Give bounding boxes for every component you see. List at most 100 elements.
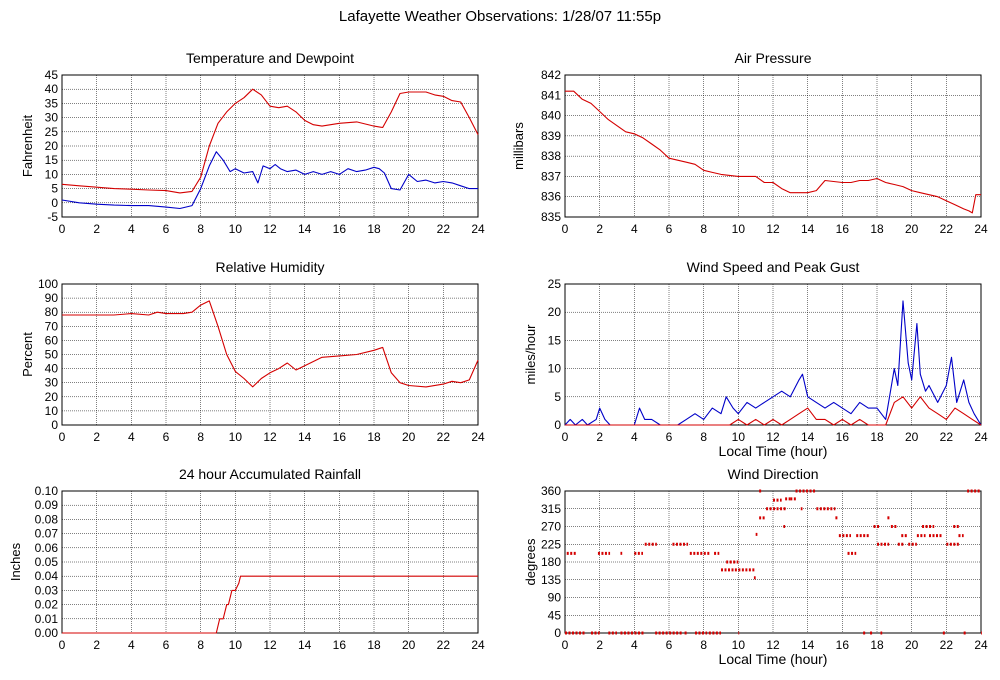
chart-humidity-xtick-label: 18 bbox=[367, 430, 381, 444]
chart-wind-title: Wind Speed and Peak Gust bbox=[687, 259, 860, 275]
chart-pressure-xtick-label: 24 bbox=[974, 222, 988, 236]
chart-pressure-xtick-label: 0 bbox=[562, 222, 569, 236]
chart-wind-xtick-label: 16 bbox=[836, 430, 850, 444]
chart-wind-ytick-label: 0 bbox=[554, 418, 561, 432]
chart-pressure-ylabel: millibars bbox=[511, 122, 526, 170]
chart-temp-title: Temperature and Dewpoint bbox=[186, 50, 354, 66]
chart-wind-ytick-label: 10 bbox=[548, 362, 562, 376]
chart-temp-xtick-label: 14 bbox=[298, 222, 312, 236]
chart-temp-ytick-label: 30 bbox=[45, 111, 59, 125]
chart-humidity-xtick-label: 12 bbox=[263, 430, 277, 444]
chart-pressure-xtick-label: 22 bbox=[940, 222, 954, 236]
chart-rain-xtick-label: 2 bbox=[93, 638, 100, 652]
chart-wind-xtick-label: 18 bbox=[870, 430, 884, 444]
chart-temp-frame bbox=[61, 74, 479, 218]
chart-temp-xtick-label: 8 bbox=[197, 222, 204, 236]
chart-wind-xtick-label: 8 bbox=[700, 430, 707, 444]
chart-pressure-ytick-label: 836 bbox=[541, 190, 561, 204]
chart-temp-xtick-label: 6 bbox=[163, 222, 170, 236]
chart-temp-ytick-label: 15 bbox=[45, 153, 59, 167]
chart-wind-xtick-label: 24 bbox=[974, 430, 988, 444]
chart-humidity-ytick-label: 90 bbox=[45, 291, 59, 305]
chart-temp-ylabel: Fahrenheit bbox=[20, 115, 35, 178]
chart-rain-ytick-label: 0.01 bbox=[35, 612, 59, 626]
chart-wind-xtick-label: 14 bbox=[801, 430, 815, 444]
chart-temp-xtick-label: 24 bbox=[471, 222, 485, 236]
chart-rain-series-0-line bbox=[62, 575, 478, 634]
chart-rain-ytick-label: 0.00 bbox=[35, 626, 59, 640]
chart-direction-xtick-label: 16 bbox=[836, 638, 850, 652]
chart-rain-xtick-label: 6 bbox=[163, 638, 170, 652]
chart-direction-xtick-label: 22 bbox=[940, 638, 954, 652]
chart-rain-xtick-label: 24 bbox=[471, 638, 485, 652]
chart-rain-xtick-label: 14 bbox=[298, 638, 312, 652]
chart-temp-xtick-label: 4 bbox=[128, 222, 135, 236]
chart-rain-xtick-label: 20 bbox=[402, 638, 416, 652]
chart-wind-xtick-label: 12 bbox=[766, 430, 780, 444]
chart-wind-series-1-line bbox=[565, 396, 982, 426]
chart-rain-xtick-label: 4 bbox=[128, 638, 135, 652]
chart-direction-xtick-label: 10 bbox=[732, 638, 746, 652]
chart-direction-xtick-label: 12 bbox=[766, 638, 780, 652]
chart-wind-xtick-label: 22 bbox=[940, 430, 954, 444]
chart-wind-ytick-label: 5 bbox=[554, 390, 561, 404]
chart-humidity-ytick-label: 0 bbox=[51, 418, 58, 432]
chart-temp-ytick-label: 25 bbox=[45, 125, 59, 139]
chart-wind-xtick-label: 4 bbox=[631, 430, 638, 444]
chart-rain-xtick-label: 16 bbox=[333, 638, 347, 652]
chart-humidity-xtick-label: 2 bbox=[93, 430, 100, 444]
chart-direction-frame bbox=[564, 490, 982, 634]
chart-wind-ylabel: miles/hour bbox=[523, 324, 538, 385]
chart-pressure-ytick-label: 842 bbox=[541, 68, 561, 82]
chart-humidity-ytick-label: 20 bbox=[45, 390, 59, 404]
chart-pressure-series-0-line bbox=[565, 90, 981, 214]
chart-pressure-ytick-label: 835 bbox=[541, 210, 561, 224]
chart-humidity-ytick-label: 10 bbox=[45, 404, 59, 418]
chart-rain-title: 24 hour Accumulated Rainfall bbox=[179, 466, 361, 482]
chart-temp-ytick-label: 35 bbox=[45, 96, 59, 110]
chart-pressure-title: Air Pressure bbox=[734, 50, 811, 66]
chart-temp-ytick-label: 40 bbox=[45, 82, 59, 96]
chart-humidity-ytick-label: 70 bbox=[45, 319, 59, 333]
chart-wind-xtick-label: 20 bbox=[905, 430, 919, 444]
chart-direction-xtick-label: 4 bbox=[631, 638, 638, 652]
chart-direction-xlabel: Local Time (hour) bbox=[719, 651, 828, 667]
chart-direction-ytick-label: 315 bbox=[541, 502, 561, 516]
chart-humidity-frame bbox=[61, 283, 479, 426]
chart-rain-xtick-label: 22 bbox=[437, 638, 451, 652]
chart-temp-ytick-label: 10 bbox=[45, 167, 59, 181]
chart-wind-xtick-label: 10 bbox=[732, 430, 746, 444]
chart-wind-xtick-label: 0 bbox=[562, 430, 569, 444]
chart-humidity-xtick-label: 10 bbox=[229, 430, 243, 444]
chart-pressure-xtick-label: 8 bbox=[700, 222, 707, 236]
chart-direction-ytick-label: 45 bbox=[548, 608, 562, 622]
chart-wind-xtick-label: 2 bbox=[596, 430, 603, 444]
chart-humidity-ytick-label: 100 bbox=[38, 277, 58, 291]
chart-pressure-xtick-label: 14 bbox=[801, 222, 815, 236]
chart-humidity-xtick-label: 22 bbox=[437, 430, 451, 444]
chart-direction-xtick-label: 18 bbox=[870, 638, 884, 652]
chart-rain-ytick-label: 0.07 bbox=[35, 527, 59, 541]
chart-pressure-ytick-label: 840 bbox=[541, 109, 561, 123]
chart-wind-ytick-label: 15 bbox=[548, 333, 562, 347]
chart-rain-ylabel: Inches bbox=[8, 542, 23, 581]
chart-pressure-xtick-label: 18 bbox=[870, 222, 884, 236]
chart-humidity-ytick-label: 50 bbox=[45, 348, 59, 362]
chart-humidity-xtick-label: 4 bbox=[128, 430, 135, 444]
chart-rain-frame bbox=[61, 490, 479, 634]
chart-direction-ytick-label: 0 bbox=[554, 626, 561, 640]
chart-humidity-ytick-label: 40 bbox=[45, 362, 59, 376]
chart-direction-xtick-label: 14 bbox=[801, 638, 815, 652]
chart-temp-ytick-label: 20 bbox=[45, 139, 59, 153]
chart-rain-ytick-label: 0.03 bbox=[35, 583, 59, 597]
chart-humidity-ytick-label: 80 bbox=[45, 305, 59, 319]
chart-pressure-ytick-label: 837 bbox=[541, 169, 561, 183]
chart-rain-ytick-label: 0.09 bbox=[35, 498, 59, 512]
chart-pressure-xtick-label: 12 bbox=[766, 222, 780, 236]
chart-humidity-title: Relative Humidity bbox=[216, 259, 325, 275]
